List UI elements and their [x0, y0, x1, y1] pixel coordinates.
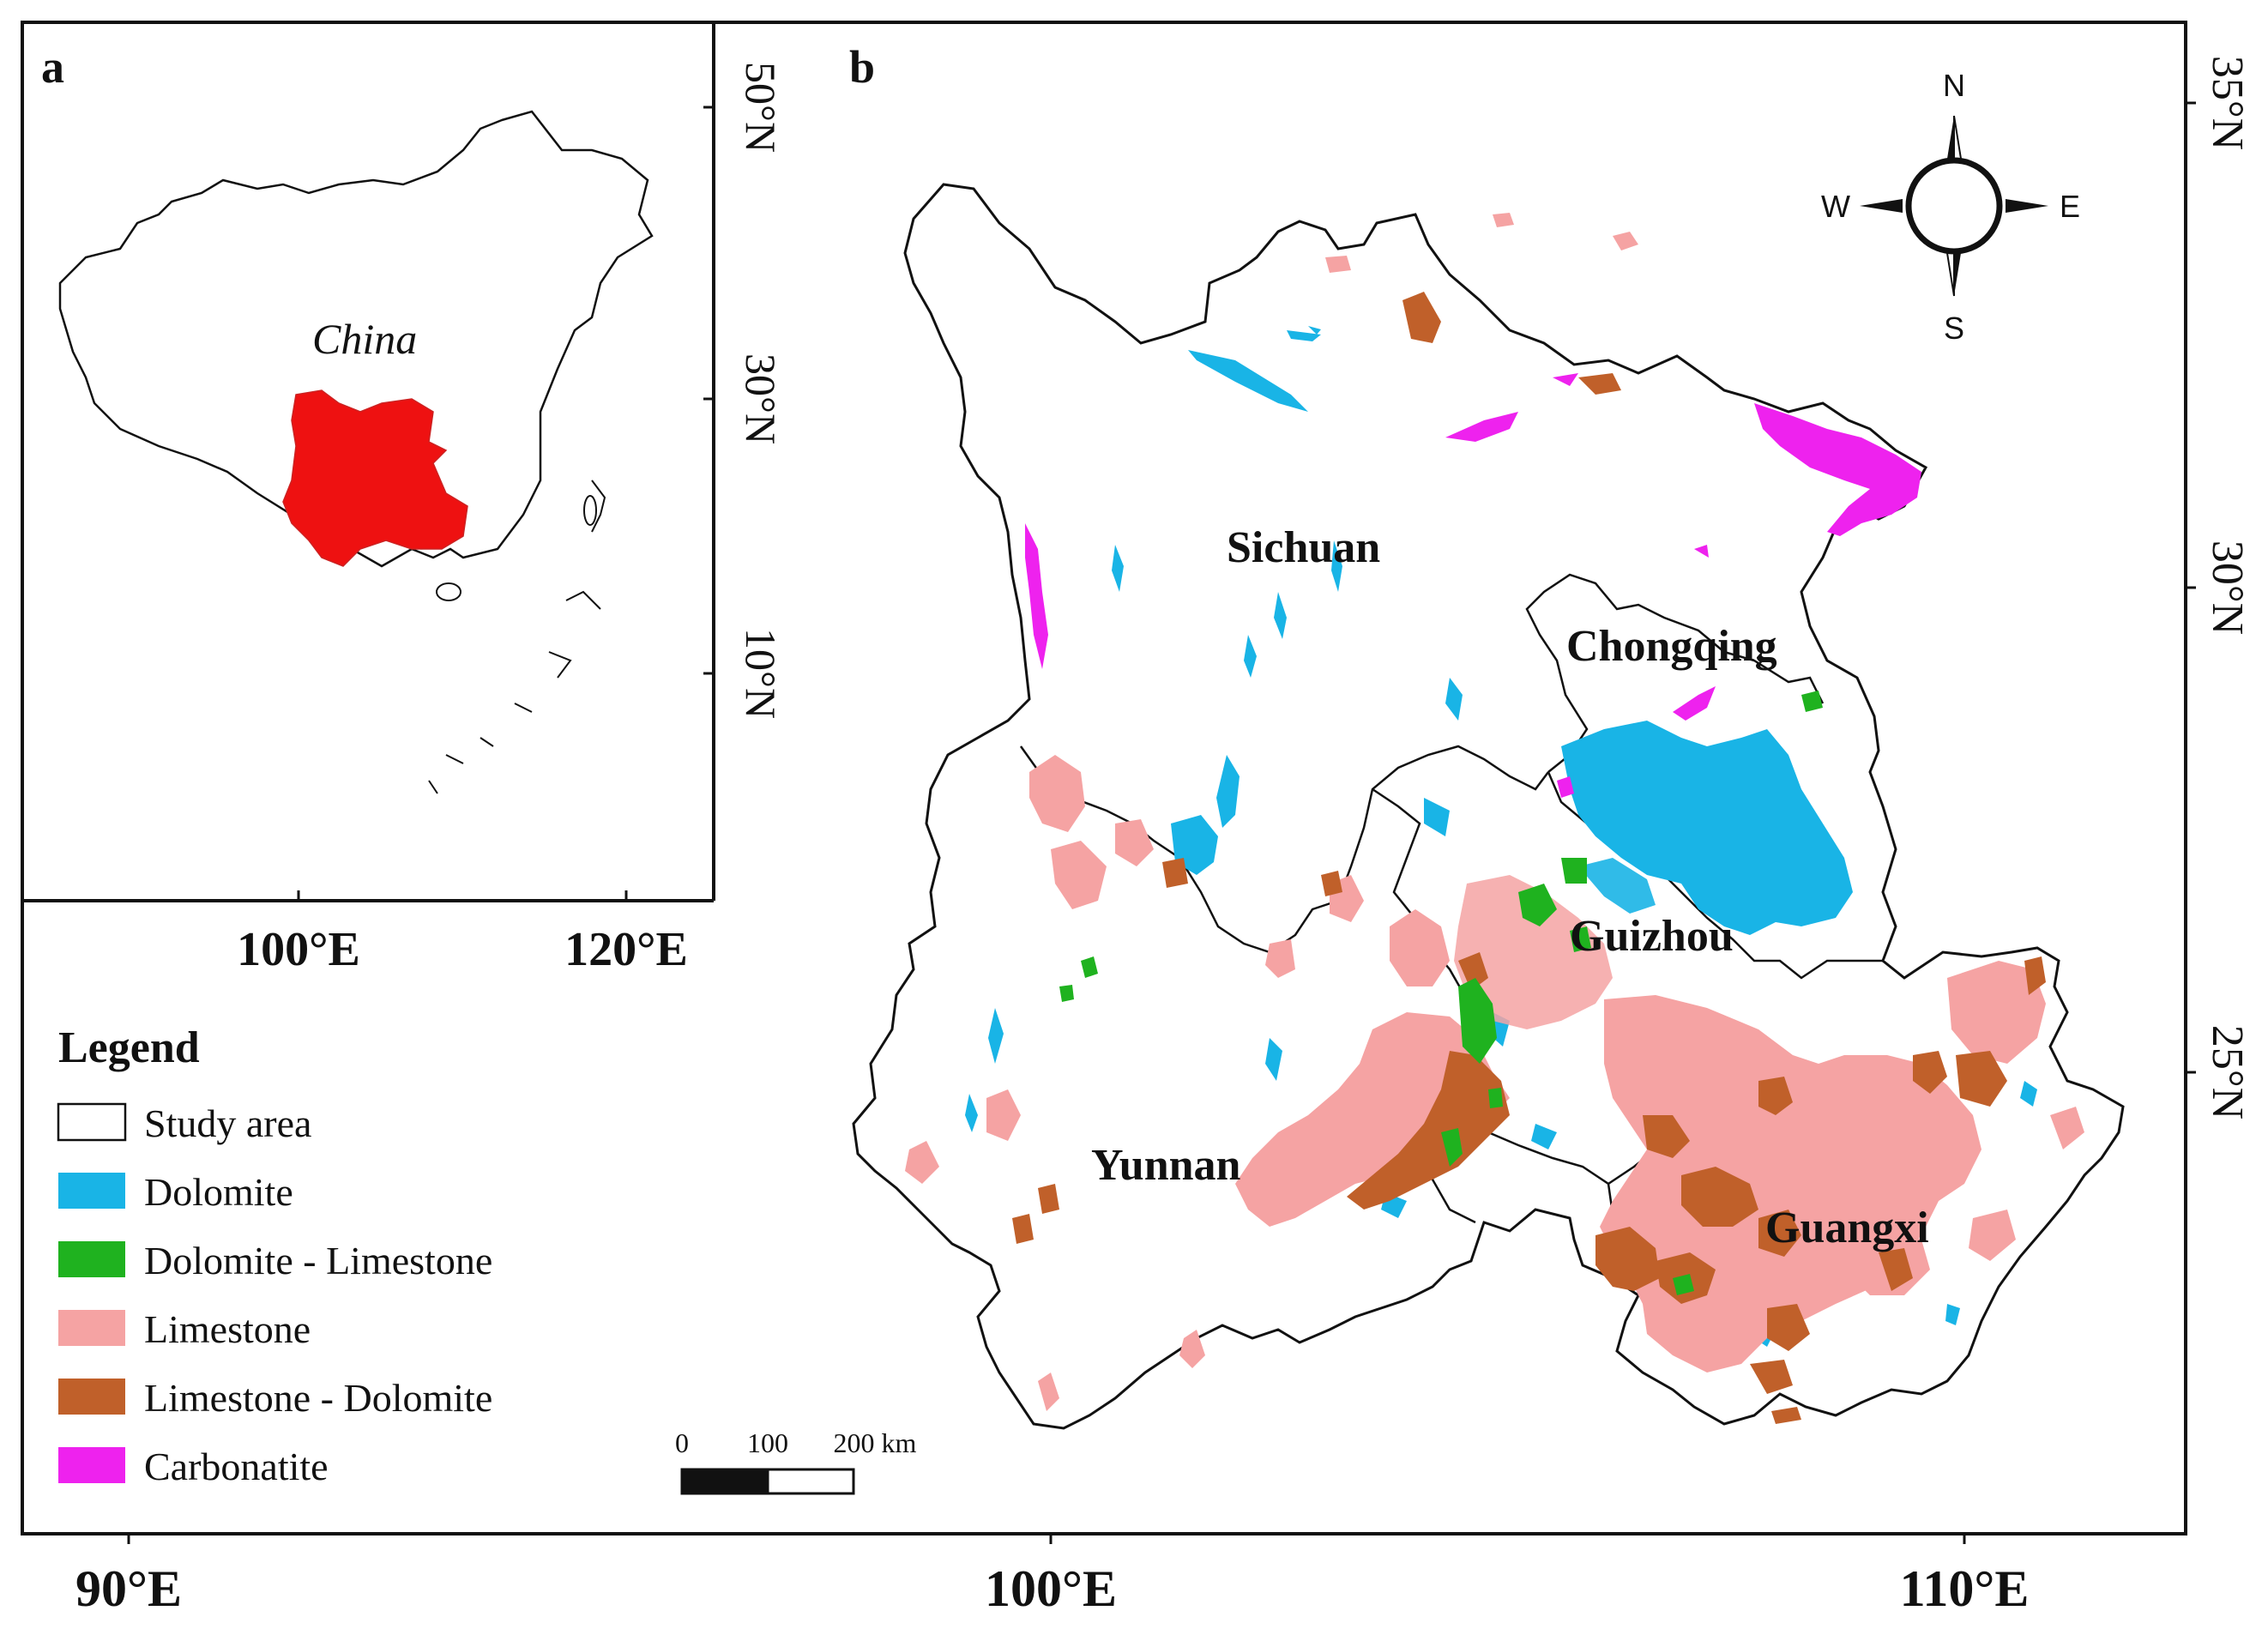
lat-tick-25n: 25°N: [2203, 1025, 2252, 1119]
hainan-island: [436, 582, 461, 601]
legend-swatch-limestone: [58, 1310, 125, 1346]
panel-a-lat-ticks: 50°N 30°N 10°N: [703, 62, 785, 719]
legend-label-limestone-dolomite: Limestone - Dolomite: [144, 1376, 492, 1420]
lat-tick-50n: 50°N: [737, 62, 785, 153]
lon-tick-100e-b: 100°E: [985, 1560, 1117, 1617]
lat-tick-30n-b: 30°N: [2203, 540, 2252, 635]
panel-b-lat-ticks: 35°N 30°N 25°N: [2186, 56, 2252, 1119]
scale-tick-0: 0: [675, 1427, 689, 1458]
taiwan-island: [583, 495, 597, 526]
province-label-guizhou: Guizhou: [1570, 912, 1734, 961]
carbonatite-patches: [1025, 373, 1921, 798]
limestone-dolomite-patches: [1012, 292, 2046, 1424]
panel-a-letter: a: [41, 41, 64, 93]
china-outline: [58, 110, 654, 568]
lon-tick-100e: 100°E: [237, 923, 360, 976]
legend-label-carbonatite: Carbonatite: [144, 1445, 329, 1488]
scale-bar: 0 100 200 km: [675, 1427, 917, 1495]
dolomite-patches: [965, 326, 2037, 1347]
scale-tick-100: 100: [747, 1427, 788, 1458]
legend-swatch-carbonatite: [58, 1447, 125, 1483]
compass-e: E: [2060, 189, 2080, 224]
compass-w: W: [1821, 189, 1850, 224]
scale-tick-200: 200 km: [834, 1427, 917, 1458]
lat-tick-10n: 10°N: [737, 628, 785, 719]
province-label-yunnan: Yunnan: [1091, 1141, 1241, 1190]
compass-s: S: [1944, 311, 1964, 346]
study-area-highlight: [282, 389, 468, 567]
province-label-sichuan: Sichuan: [1227, 523, 1380, 572]
panel-a-lon-ticks: 100°E 120°E: [237, 890, 688, 976]
lon-tick-110e: 110°E: [1900, 1560, 2030, 1617]
coastline-islands: [428, 480, 606, 794]
legend-swatch-limestone-dolomite: [58, 1379, 125, 1415]
lon-tick-120e: 120°E: [564, 923, 688, 976]
legend-swatch-dolomite: [58, 1173, 125, 1209]
legend-swatch-dolomite-limestone: [58, 1241, 125, 1277]
dolomite-limestone-patches: [1059, 691, 1823, 1295]
province-label-guangxi: Guangxi: [1765, 1204, 1929, 1252]
province-label-chongqing: Chongqing: [1566, 622, 1777, 671]
panel-b-lon-ticks: 90°E 100°E 110°E: [75, 1534, 2029, 1617]
legend-label-dolomite: Dolomite: [144, 1170, 293, 1214]
legend-title: Legend: [58, 1023, 200, 1072]
panel-b-letter: b: [849, 41, 875, 93]
legend-label-study-area: Study area: [144, 1101, 311, 1145]
legend-swatch-study-area: [57, 1102, 127, 1142]
compass-n: N: [1943, 68, 1965, 103]
legend: Legend Study area Dolomite Dolomite - Li…: [57, 1023, 492, 1488]
legend-label-limestone: Limestone: [144, 1307, 311, 1351]
china-label: China: [312, 315, 417, 363]
compass-rose-icon: N E S W: [1821, 68, 2080, 346]
lat-tick-35n: 35°N: [2203, 56, 2252, 150]
lat-tick-30n: 30°N: [737, 353, 785, 444]
legend-label-dolomite-limestone: Dolomite - Limestone: [144, 1239, 492, 1282]
lon-tick-90e: 90°E: [75, 1560, 182, 1617]
outer-frame: [21, 21, 2187, 1535]
